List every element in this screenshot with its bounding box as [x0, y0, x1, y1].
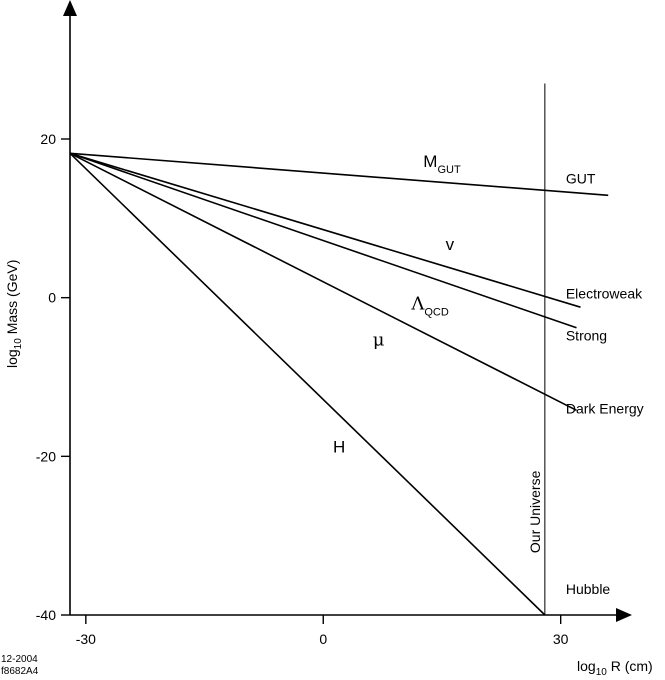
y-axis-label-sub: 10 — [13, 338, 24, 350]
x-tick-label: 0 — [319, 631, 327, 647]
x-tick-label: -30 — [76, 631, 96, 647]
x-axis-label: log10 R (cm) — [577, 658, 653, 678]
line-label: ΛQCD — [410, 294, 449, 319]
footnote-id: f8682A4 — [1, 666, 39, 677]
x-axis-label-suffix: R (cm) — [607, 658, 653, 674]
line-label-symbol: Λ — [410, 294, 425, 315]
line-label: H — [333, 437, 345, 456]
x-axis-label-prefix: log — [577, 658, 596, 674]
line-label-symbol: μ — [373, 329, 385, 350]
y-tick-label: -40 — [36, 607, 56, 623]
line-label: MGUT — [423, 152, 461, 176]
y-tick-label: 20 — [40, 131, 56, 147]
y-axis-label-prefix: log — [4, 349, 20, 368]
right-label-strong: Strong — [566, 328, 607, 344]
series-line-dark-energy — [69, 152, 577, 412]
line-label: v — [446, 235, 455, 254]
right-label-gut: GUT — [566, 171, 596, 187]
line-label-subscript: QCD — [424, 307, 449, 319]
x-axis — [70, 608, 632, 622]
right-label-electroweak: Electroweak — [566, 286, 643, 302]
x-axis-label-sub: 10 — [596, 667, 608, 678]
y-axis — [63, 0, 77, 615]
series-line-hubble — [69, 152, 546, 616]
y-axis-arrowhead — [63, 0, 77, 16]
y-axis-label-suffix: Mass (GeV) — [4, 260, 20, 339]
y-axis-label: log10 Mass (GeV) — [4, 260, 24, 368]
series-line-electroweak — [69, 152, 581, 308]
series-line-gut — [69, 152, 609, 197]
our-universe-label: Our Universe — [527, 470, 543, 553]
line-label-symbol: H — [333, 437, 345, 456]
line-label-subscript: GUT — [437, 164, 461, 176]
x-axis-arrowhead — [616, 608, 632, 622]
y-tick-label: 0 — [48, 290, 56, 306]
x-tick-label: 30 — [553, 631, 569, 647]
line-label: μ — [373, 329, 385, 350]
right-label-hubble: Hubble — [566, 581, 611, 597]
right-label-dark-energy: Dark Energy — [566, 401, 644, 417]
series-line-strong — [69, 152, 577, 329]
line-label-symbol: v — [446, 235, 455, 254]
y-tick-label: -20 — [36, 448, 56, 464]
footnote-date: 12-2004 — [1, 654, 38, 665]
line-label-symbol: M — [423, 152, 437, 171]
